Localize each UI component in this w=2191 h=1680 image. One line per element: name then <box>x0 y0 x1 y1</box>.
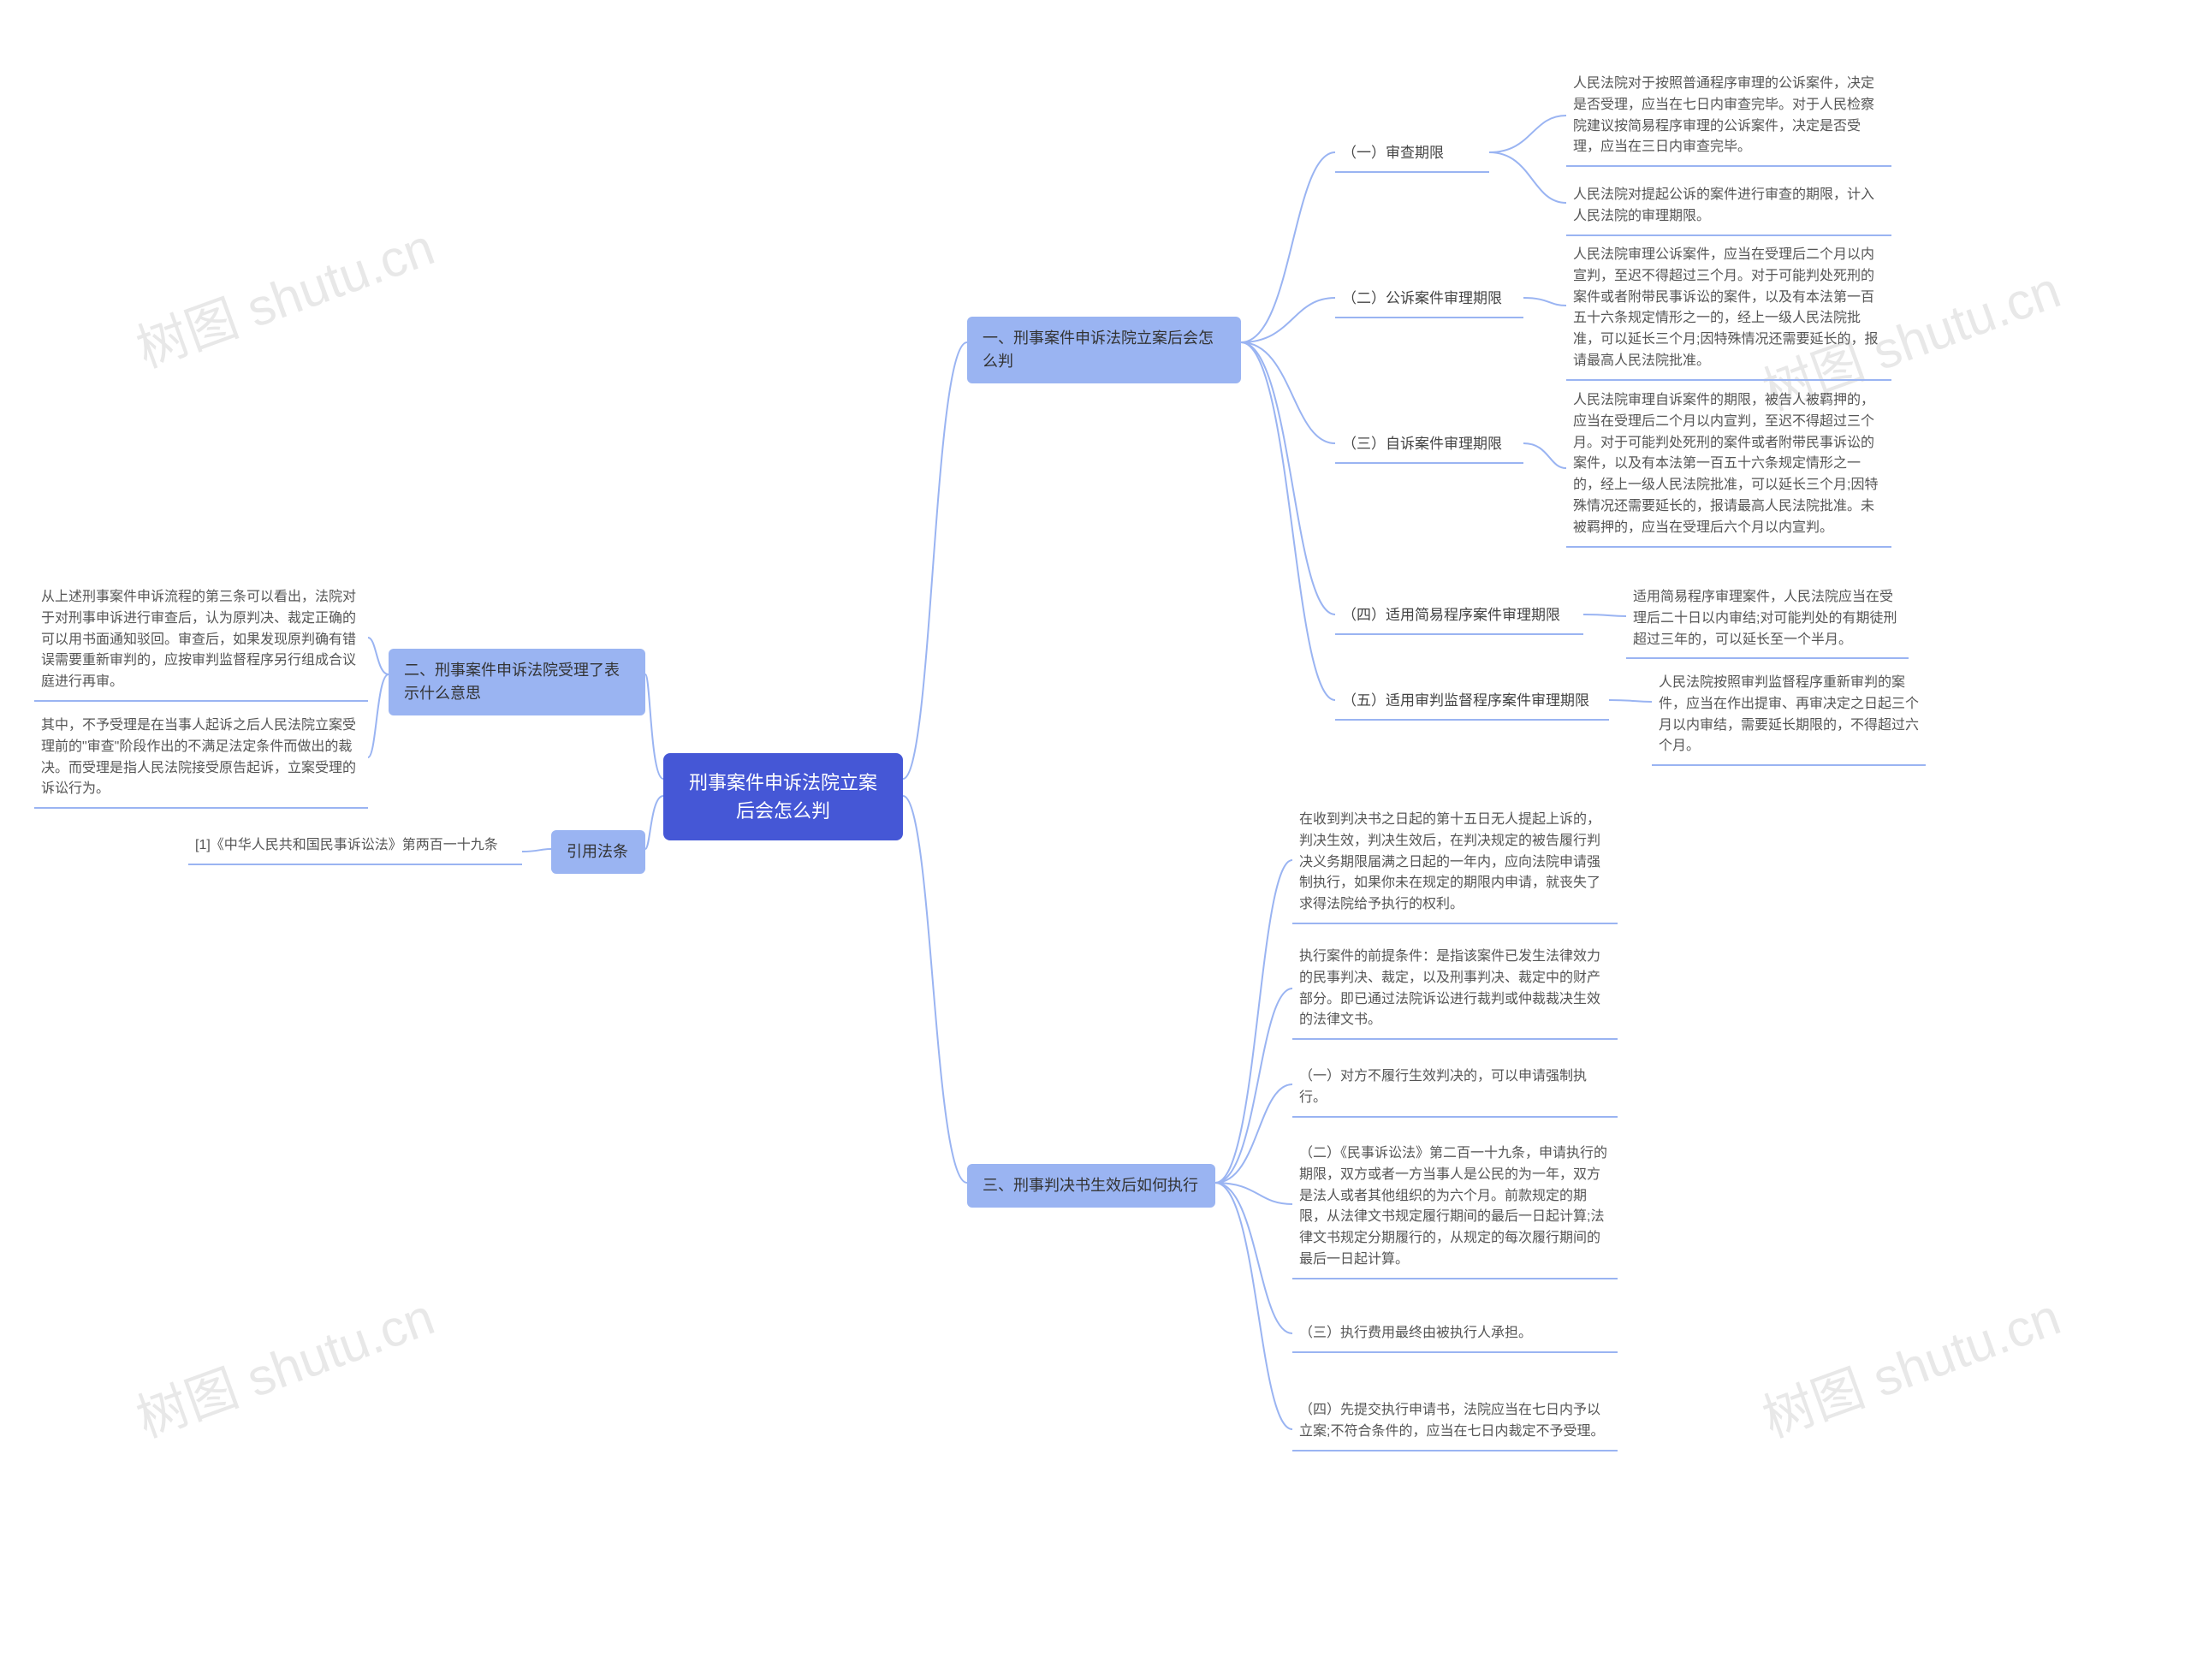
leaf-node[interactable]: （二）《民事诉讼法》第二百一十九条，申请执行的期限，双方或者一方当事人是公民的为… <box>1292 1138 1618 1279</box>
branch-citation[interactable]: 引用法条 <box>551 830 645 874</box>
leaf-node[interactable]: （一）对方不履行生效判决的，可以申请强制执行。 <box>1292 1061 1618 1118</box>
leaf-node[interactable]: （三）执行费用最终由被执行人承担。 <box>1292 1318 1618 1353</box>
subnode-review-period[interactable]: （一）审查期限 <box>1335 137 1489 173</box>
subnode-supervision-procedure[interactable]: （五）适用审判监督程序案件审理期限 <box>1335 685 1609 721</box>
leaf-node[interactable]: 其中，不予受理是在当事人起诉之后人民法院立案受理前的"审查"阶段作出的不满足法定… <box>34 710 368 809</box>
leaf-node[interactable]: 执行案件的前提条件：是指该案件已发生法律效力的民事判决、裁定，以及刑事判决、裁定… <box>1292 941 1618 1040</box>
leaf-node[interactable]: 人民法院对提起公诉的案件进行审查的期限，计入人民法院的审理期限。 <box>1566 180 1891 236</box>
mindmap-canvas: 树图 shutu.cn 树图 shutu.cn 树图 shutu.cn 树图 s… <box>0 0 2191 1680</box>
leaf-node[interactable]: 人民法院对于按照普通程序审理的公诉案件，决定是否受理，应当在七日内审查完毕。对于… <box>1566 68 1891 167</box>
subnode-private-prosecution[interactable]: （三）自诉案件审理期限 <box>1335 428 1523 464</box>
leaf-node[interactable]: [1]《中华人民共和国民事诉讼法》第两百一十九条 <box>188 830 522 865</box>
leaf-node[interactable]: 适用简易程序审理案件，人民法院应当在受理后二十日以内审结;对可能判处的有期徒刑超… <box>1626 582 1909 659</box>
subnode-summary-procedure[interactable]: （四）适用简易程序案件审理期限 <box>1335 599 1583 635</box>
leaf-node[interactable]: 人民法院按照审判监督程序重新审判的案件，应当在作出提审、再审决定之日起三个月以内… <box>1652 668 1926 766</box>
leaf-node[interactable]: （四）先提交执行申请书，法院应当在七日内予以立案;不符合条件的，应当在七日内裁定… <box>1292 1395 1618 1451</box>
branch-section1[interactable]: 一、刑事案件申诉法院立案后会怎么判 <box>967 317 1241 383</box>
leaf-node[interactable]: 在收到判决书之日起的第十五日无人提起上诉的，判决生效，判决生效后，在判决规定的被… <box>1292 804 1618 924</box>
leaf-node[interactable]: 从上述刑事案件申诉流程的第三条可以看出，法院对于对刑事申诉进行审查后，认为原判决… <box>34 582 368 702</box>
branch-section3[interactable]: 三、刑事判决书生效后如何执行 <box>967 1164 1215 1208</box>
branch-section2[interactable]: 二、刑事案件申诉法院受理了表示什么意思 <box>389 649 645 715</box>
leaf-node[interactable]: 人民法院审理公诉案件，应当在受理后二个月以内宣判，至迟不得超过三个月。对于可能判… <box>1566 240 1891 381</box>
leaf-node[interactable]: 人民法院审理自诉案件的期限，被告人被羁押的，应当在受理后二个月以内宣判，至迟不得… <box>1566 385 1891 548</box>
subnode-public-prosecution[interactable]: （二）公诉案件审理期限 <box>1335 282 1523 318</box>
mindmap-root[interactable]: 刑事案件申诉法院立案后会怎么判 <box>663 753 903 840</box>
